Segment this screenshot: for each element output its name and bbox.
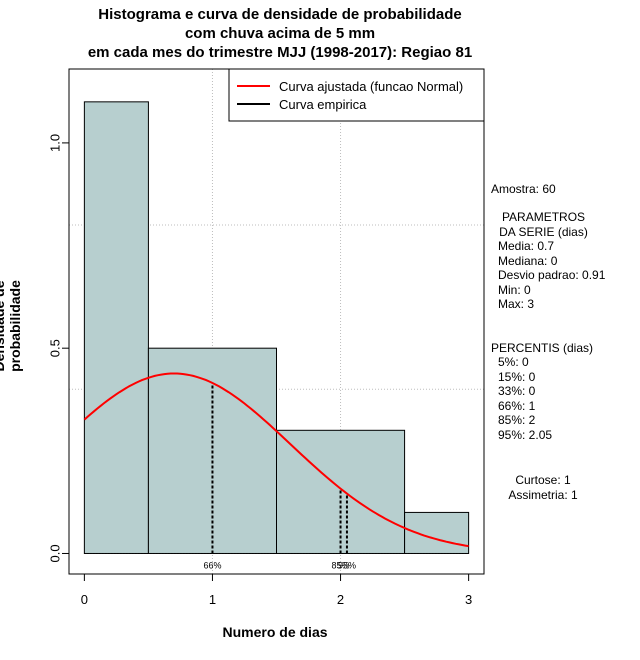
percentile-markers: 66% 85%95% <box>203 382 356 570</box>
x-axis-label: Numero de dias <box>222 624 328 640</box>
y-tick-label-2: 1.0 <box>48 134 63 152</box>
chart-title-line-2: com chuva acima de 5 mm <box>184 25 376 42</box>
percentiles-title: PERCENTIS (dias) <box>491 341 594 355</box>
chart-title-line-3: em cada mes do trimestre MJJ (1998-2017)… <box>87 44 473 61</box>
legend: Curva ajustada (funcao Normal) Curva emp… <box>228 68 485 122</box>
x-tick-label-0: 0 <box>81 592 88 607</box>
sample-size: Amostra: 60 <box>491 182 556 196</box>
histogram-bars <box>83 101 470 554</box>
x-axis: 0 1 2 3 <box>81 573 472 607</box>
params-title: PARAMETROS DA SERIE (dias) <box>499 210 588 239</box>
chart-title-line-1: Histograma e curva de densidade de proba… <box>98 6 462 23</box>
y-tick-label-0: 0.0 <box>48 544 63 562</box>
y-tick-label-1: 0.5 <box>48 339 63 357</box>
x-tick-label-2: 2 <box>337 592 344 607</box>
percentile-label-1: 85% <box>332 560 350 570</box>
params-values: Media: 0.7 Mediana: 0 Desvio padrao: 0.9… <box>498 239 606 311</box>
x-tick-label-3: 3 <box>465 592 472 607</box>
legend-box <box>228 68 485 122</box>
normal-fit-curve <box>83 372 469 548</box>
histogram-bar-0 <box>83 101 149 554</box>
percentiles-values: 5%: 0 15%: 0 33%: 0 66%: 1 85%: 2 95%: 2… <box>498 355 553 442</box>
shape-stats: Curtose: 1 Assimetria: 1 <box>508 473 578 502</box>
y-axis-label: Densidade de probabilidade <box>0 280 23 372</box>
percentile-label-2: 95% <box>338 560 356 570</box>
y-axis: 0.0 0.5 1.0 <box>48 134 70 563</box>
percentile-label-0: 66% <box>203 560 221 570</box>
legend-fit-label: Curva ajustada (funcao Normal) <box>279 79 463 94</box>
legend-empirical-label: Curva empirica <box>279 97 367 112</box>
x-tick-label-1: 1 <box>209 592 216 607</box>
